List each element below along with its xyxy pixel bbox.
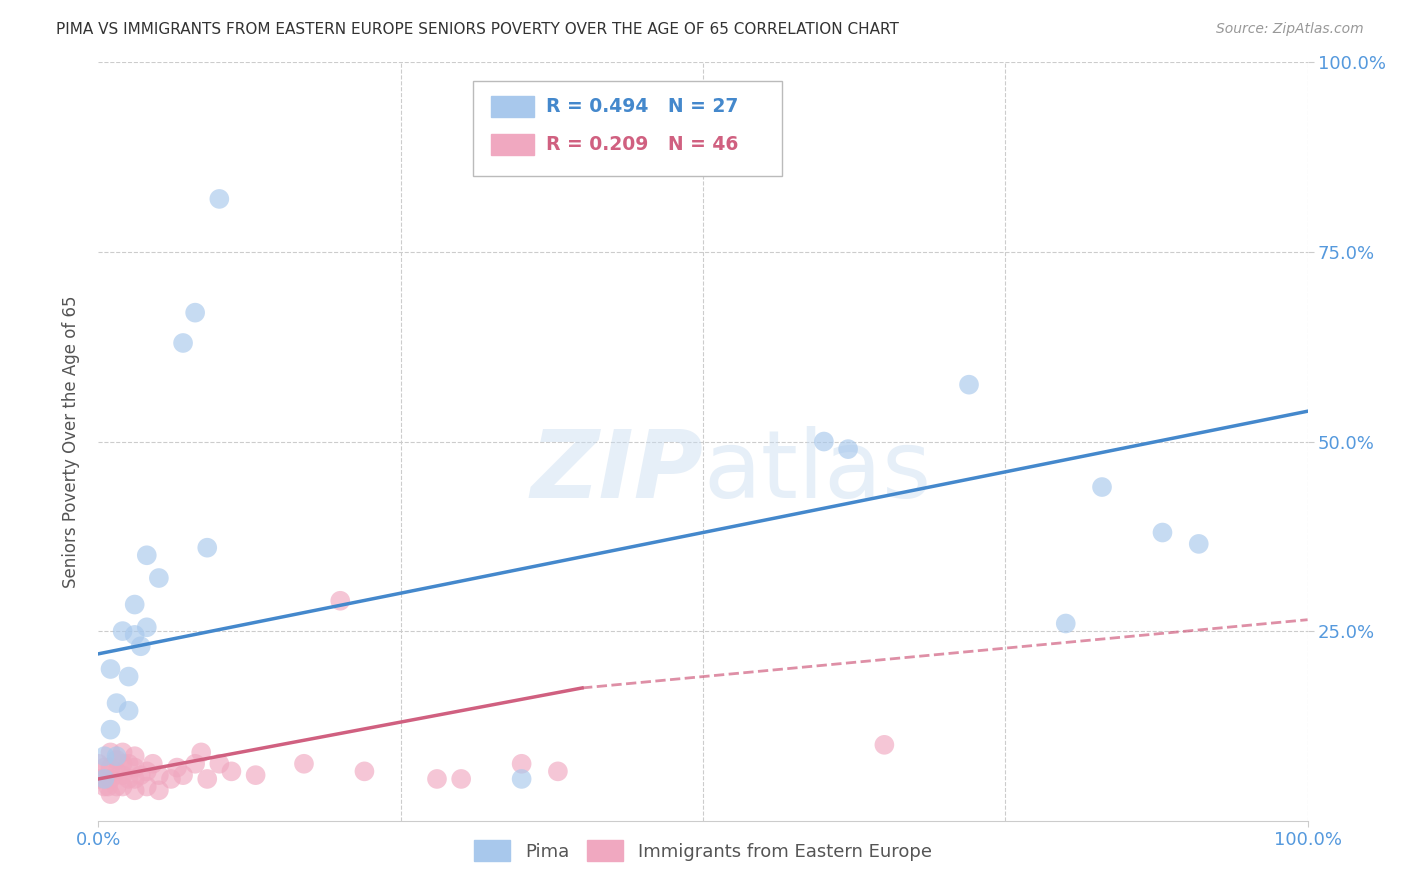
Point: [124, 628, 146, 642]
Point: [105, 753, 128, 767]
Point: [510, 756, 533, 771]
Point: [292, 756, 315, 771]
Point: [124, 772, 146, 786]
Point: [118, 756, 141, 771]
Point: [105, 780, 128, 794]
Point: [87, 772, 110, 786]
Point: [118, 669, 141, 683]
Point: [124, 598, 146, 612]
Text: ZIP: ZIP: [530, 425, 703, 518]
Point: [837, 442, 859, 457]
Point: [111, 746, 134, 760]
Point: [111, 624, 134, 639]
Point: [510, 772, 533, 786]
Point: [100, 772, 122, 786]
Point: [129, 768, 152, 782]
Point: [245, 768, 267, 782]
Point: [195, 541, 218, 555]
Point: [957, 377, 980, 392]
Text: atlas: atlas: [703, 425, 931, 518]
Point: [118, 772, 141, 786]
Point: [124, 783, 146, 797]
Point: [195, 772, 218, 786]
Point: [135, 780, 157, 794]
Point: [142, 756, 165, 771]
Point: [184, 305, 207, 319]
Point: [111, 780, 134, 794]
Legend: Pima, Immigrants from Eastern Europe: Pima, Immigrants from Eastern Europe: [467, 833, 939, 869]
Point: [124, 760, 146, 774]
Point: [426, 772, 449, 786]
Point: [1152, 525, 1174, 540]
Point: [100, 787, 122, 801]
Point: [135, 620, 157, 634]
Bar: [492, 95, 534, 117]
Point: [221, 764, 243, 779]
Point: [93, 772, 115, 786]
Point: [160, 772, 183, 786]
Point: [111, 768, 134, 782]
Point: [148, 783, 170, 797]
Point: [208, 192, 231, 206]
Point: [190, 746, 212, 760]
Point: [93, 749, 115, 764]
Point: [93, 780, 115, 794]
Point: [135, 548, 157, 563]
Text: R = 0.209   N = 46: R = 0.209 N = 46: [546, 135, 738, 153]
Point: [105, 696, 128, 710]
Point: [105, 749, 128, 764]
Point: [873, 738, 896, 752]
Point: [813, 434, 835, 449]
Point: [172, 335, 194, 350]
Point: [450, 772, 472, 786]
Point: [1091, 480, 1114, 494]
FancyBboxPatch shape: [474, 81, 782, 177]
Point: [547, 764, 569, 779]
Point: [93, 760, 115, 774]
Point: [329, 594, 352, 608]
Point: [100, 746, 122, 760]
Point: [97, 780, 120, 794]
Point: [111, 756, 134, 771]
Point: [105, 764, 128, 779]
Text: PIMA VS IMMIGRANTS FROM EASTERN EUROPE SENIORS POVERTY OVER THE AGE OF 65 CORREL: PIMA VS IMMIGRANTS FROM EASTERN EUROPE S…: [56, 22, 898, 37]
Point: [148, 768, 170, 782]
Point: [208, 756, 231, 771]
Point: [118, 704, 141, 718]
Point: [353, 764, 375, 779]
Point: [1188, 537, 1211, 551]
Point: [184, 756, 207, 771]
Bar: [492, 134, 534, 155]
Y-axis label: Seniors Poverty Over the Age of 65: Seniors Poverty Over the Age of 65: [62, 295, 80, 588]
Point: [172, 768, 194, 782]
Point: [166, 760, 188, 774]
Point: [124, 749, 146, 764]
Point: [93, 772, 115, 786]
Point: [129, 639, 152, 653]
Point: [135, 764, 157, 779]
Point: [100, 723, 122, 737]
Point: [100, 662, 122, 676]
Point: [87, 756, 110, 771]
Point: [1054, 616, 1077, 631]
Point: [148, 571, 170, 585]
Text: Source: ZipAtlas.com: Source: ZipAtlas.com: [1216, 22, 1364, 37]
Text: R = 0.494   N = 27: R = 0.494 N = 27: [546, 97, 738, 116]
Point: [100, 760, 122, 774]
